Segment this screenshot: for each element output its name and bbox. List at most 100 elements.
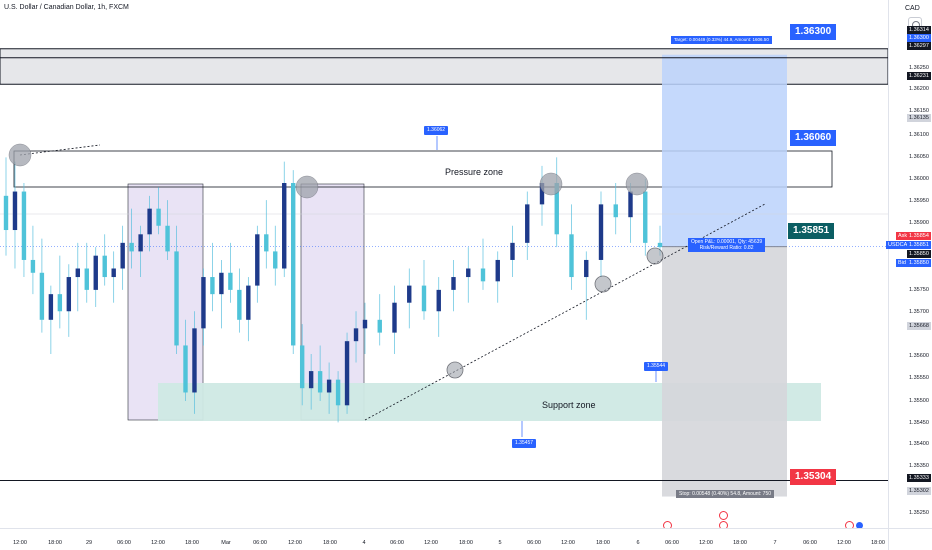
candle-body (436, 289, 441, 312)
risk-reward-text: Risk/Reward Ratio: 0.82 (699, 245, 754, 251)
symbol-label: USDCAD (886, 241, 914, 249)
stop-price-tag[interactable]: 1.35304 (790, 469, 837, 485)
price-tag-36300: 1.36300 (907, 34, 931, 42)
candle-body (353, 328, 359, 342)
time-tick: 18:00 (596, 540, 610, 546)
candle-body (326, 379, 332, 393)
candle-body (407, 285, 412, 303)
candle-body (255, 234, 260, 286)
candle-body (201, 277, 206, 329)
target-zone (662, 54, 787, 247)
candle-body (174, 251, 179, 346)
candle-body (628, 191, 633, 218)
candle-body (30, 259, 36, 273)
time-axis[interactable]: 12:00 18:00 29 06:00 12:00 18:00 Mar 06:… (0, 528, 888, 550)
swing-marker (8, 143, 32, 167)
level-label-36062: 1.36062 (424, 126, 449, 135)
price-tag-36231: 1.36231 (907, 72, 931, 80)
highlight-box (127, 183, 204, 421)
support-zone-label: Support zone (542, 400, 596, 410)
time-tick: 12:00 (151, 540, 165, 546)
bid-price: 1.35850 (907, 259, 931, 267)
candle-body (317, 371, 323, 393)
price-tag-35668: 1.35668 (907, 322, 931, 330)
time-tick: 18:00 (871, 540, 885, 546)
candle-body (613, 204, 618, 218)
candle-body (299, 345, 305, 389)
candle-body (510, 242, 515, 260)
candle-body (210, 277, 215, 295)
price-tag-35850: 1.35850 (907, 250, 931, 258)
candle-body (93, 255, 98, 290)
candle-body (480, 268, 486, 282)
swing-marker (295, 175, 319, 199)
price-tick: 1.36000 (909, 176, 929, 182)
time-tick: 5 (498, 540, 502, 546)
bid-label: Bid (896, 259, 908, 267)
swing-marker (539, 172, 563, 196)
candle-body (48, 294, 54, 320)
candle-body (495, 259, 500, 282)
event-icon[interactable] (719, 511, 728, 520)
candle-body (466, 268, 471, 278)
time-tick: 06:00 (390, 540, 404, 546)
price-tick: 1.36150 (909, 108, 929, 114)
time-tick: 12:00 (561, 540, 575, 546)
candle-body (75, 268, 80, 278)
candle-body (273, 251, 278, 269)
price-tick: 1.35350 (909, 463, 929, 469)
position-info-box: Open P&L: 0.00001, Qty: 45639 Risk/Rewar… (688, 238, 766, 252)
candle-body (377, 319, 382, 333)
time-tick: 06:00 (117, 540, 131, 546)
time-tick: 06:00 (803, 540, 817, 546)
chart-area[interactable] (0, 0, 888, 528)
time-tick: 18:00 (323, 540, 337, 546)
chart-canvas[interactable] (0, 0, 888, 528)
price-tick: 1.35950 (909, 198, 929, 204)
time-tick: 12:00 (837, 540, 851, 546)
mid-target-price-tag[interactable]: 1.36060 (790, 130, 837, 146)
price-tag-36135: 1.36135 (907, 114, 931, 122)
time-tick: Mar (221, 540, 231, 546)
time-tick: 4 (362, 540, 366, 546)
candle-body (525, 204, 530, 243)
swing-marker (625, 172, 649, 196)
time-tick: 12:00 (699, 540, 713, 546)
price-tick: 1.35600 (909, 353, 929, 359)
candle-body (39, 272, 45, 320)
symbol-title[interactable]: U.S. Dollar / Canadian Dollar, 1h, FXCM (4, 4, 129, 11)
candle-body (120, 242, 125, 269)
pressure-zone-label: Pressure zone (445, 167, 504, 177)
target-price-tag[interactable]: 1.36300 (790, 24, 837, 40)
candle-body (335, 379, 341, 406)
ask-price: 1.35854 (907, 232, 931, 240)
candle-body (165, 225, 170, 252)
time-tick: 18:00 (459, 540, 473, 546)
time-tick: 12:00 (288, 540, 302, 546)
candle-body (57, 294, 63, 312)
candle-body (246, 285, 251, 320)
level-label-35544: 1.35544 (644, 362, 669, 371)
stop-info-box: Stop: 0.00548 (0.40%) 54.8, Amount: 750 (676, 490, 775, 498)
price-tick: 1.35500 (909, 398, 929, 404)
candle-body (129, 242, 134, 252)
stop-info-text: Stop: 0.00548 (0.40%) 54.8, Amount: 750 (679, 491, 772, 497)
candle-body (228, 272, 233, 290)
trendline-touch-marker (646, 247, 664, 265)
candle-body (156, 208, 161, 226)
candle-body (183, 345, 188, 393)
candle-body (451, 277, 456, 290)
candle-body (219, 272, 224, 295)
price-tick: 1.36100 (909, 132, 929, 138)
candle-body (308, 371, 314, 389)
candle-body (264, 234, 269, 252)
axis-corner (888, 528, 932, 550)
price-tag-35333: 1.35333 (907, 474, 931, 482)
candle-body (147, 208, 152, 235)
candle-body (291, 183, 296, 346)
entry-price-tag[interactable]: 1.35851 (788, 223, 835, 239)
trendline-touch-marker (446, 361, 464, 379)
candle-body (344, 341, 350, 406)
time-tick: 06:00 (253, 540, 267, 546)
candle-body (21, 191, 27, 260)
